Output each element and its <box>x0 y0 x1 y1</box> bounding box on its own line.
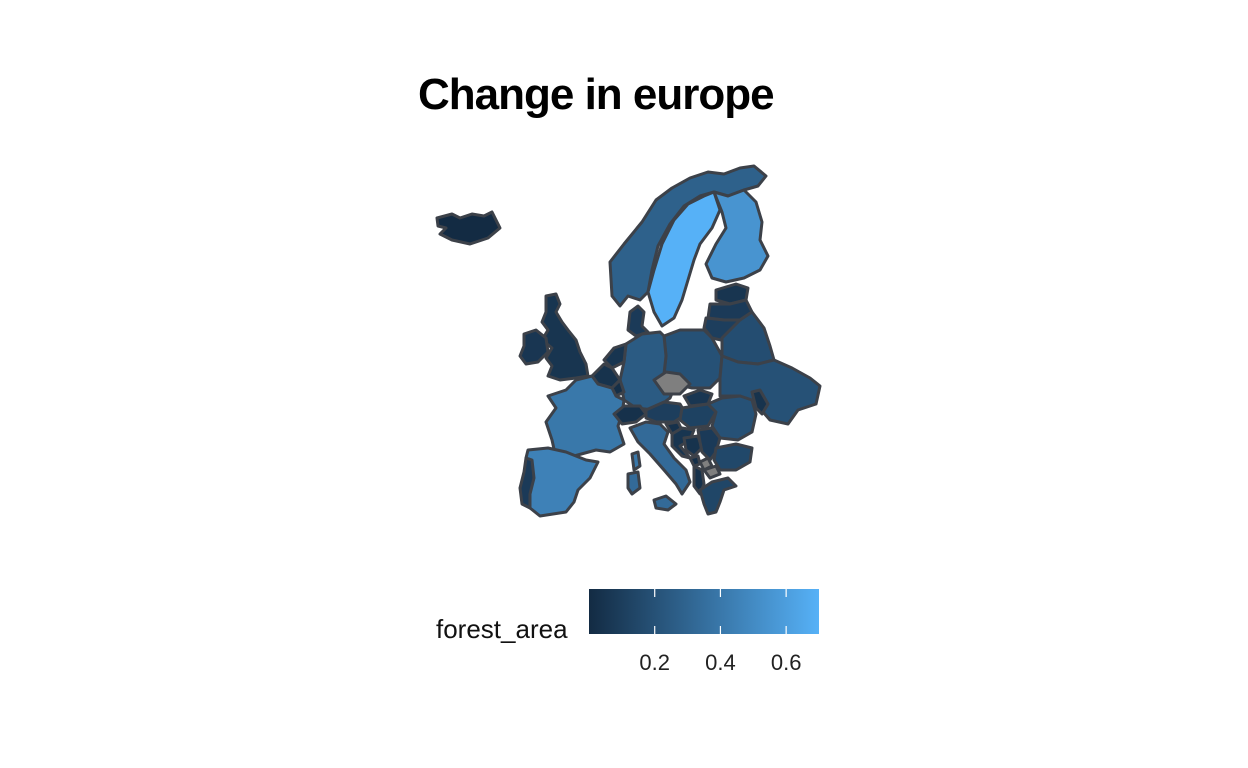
country-bulgaria <box>712 442 754 472</box>
country-romania <box>706 394 758 442</box>
country-switzerland <box>612 404 648 426</box>
country-italy <box>628 420 692 496</box>
country-bosnia-and-herzegovina <box>682 434 704 458</box>
country-sweden <box>646 190 722 328</box>
country-portugal <box>518 456 536 510</box>
legend-title: forest_area <box>436 614 568 644</box>
map-title: Change in europe <box>418 70 775 119</box>
legend-colorbar <box>589 589 819 634</box>
country-iceland <box>435 210 502 246</box>
country-slovakia <box>682 388 714 408</box>
country-finland <box>704 188 770 284</box>
country-moldova <box>750 388 770 416</box>
country-sicily <box>652 494 678 512</box>
country-france <box>544 374 626 460</box>
country-united-kingdom <box>540 292 590 382</box>
country-north-macedonia <box>702 464 722 480</box>
colorbar-tick-label: 0.2 <box>639 650 670 675</box>
country-greece <box>698 476 738 516</box>
country-denmark <box>626 304 650 338</box>
colorbar-tick-label: 0.4 <box>705 650 736 675</box>
country-sardinia <box>626 470 642 496</box>
country-croatia <box>670 426 696 460</box>
country-spain <box>524 446 600 518</box>
country-ireland <box>518 328 550 366</box>
colorbar-tick-label: 0.6 <box>770 650 802 675</box>
country-corsica <box>630 450 642 472</box>
country-montenegro <box>688 454 702 468</box>
country-czechia <box>652 370 692 396</box>
